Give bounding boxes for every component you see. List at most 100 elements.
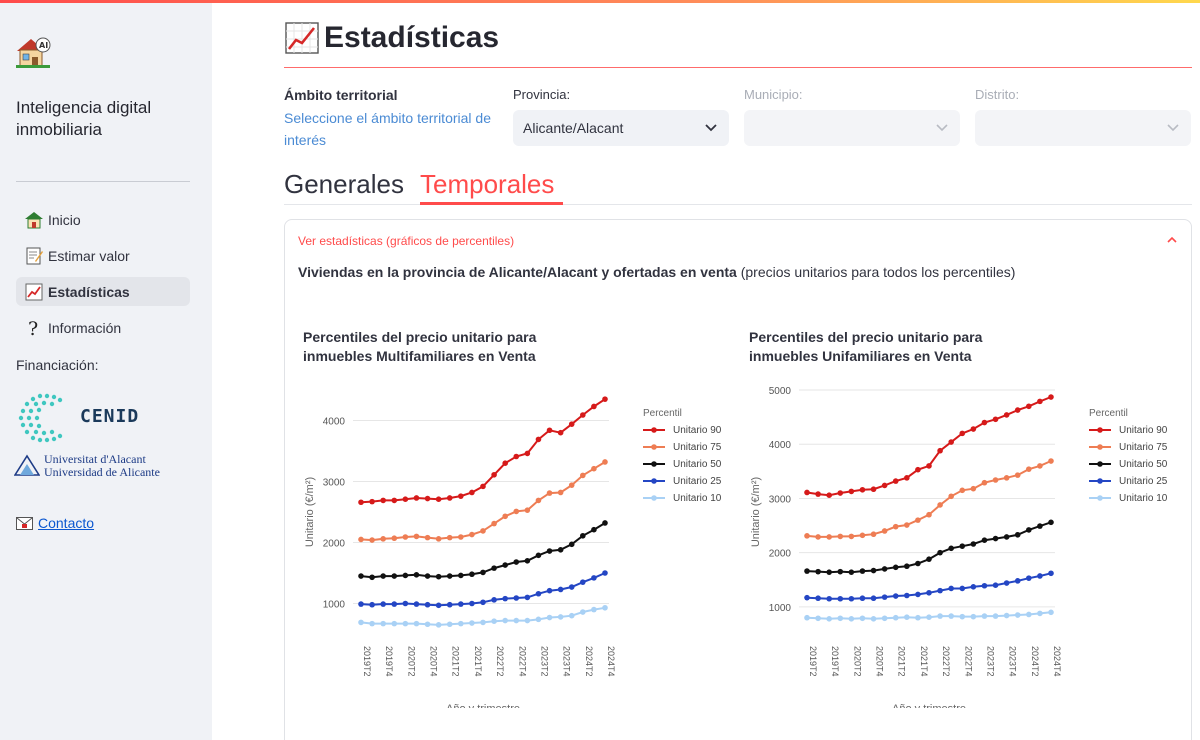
data-point	[458, 620, 464, 627]
chevron-down-icon	[936, 124, 948, 132]
memo-icon	[23, 245, 45, 267]
sidebar-item-informacion[interactable]: ? Información	[16, 313, 190, 342]
data-point	[904, 592, 910, 599]
data-point	[870, 531, 877, 538]
data-point	[981, 582, 988, 589]
data-point	[568, 584, 575, 590]
data-point	[815, 491, 821, 497]
data-point	[424, 573, 431, 579]
legend-label: Unitario 10	[1119, 493, 1168, 504]
data-point	[413, 601, 420, 607]
legend-marker	[651, 478, 657, 484]
legend-label: Unitario 90	[1119, 425, 1168, 436]
data-point	[837, 595, 844, 602]
data-point	[591, 575, 597, 581]
data-point	[369, 498, 375, 505]
data-point	[992, 613, 999, 619]
data-point	[1014, 578, 1021, 584]
data-point	[892, 478, 899, 484]
title-divider	[284, 67, 1192, 68]
app-title: Inteligencia digital inmobiliaria	[16, 98, 152, 139]
data-point	[1026, 466, 1032, 472]
data-point	[391, 573, 398, 579]
data-point	[959, 543, 966, 549]
data-point	[435, 536, 442, 542]
legend-marker	[1097, 495, 1103, 501]
contact-row: Contacto	[16, 515, 94, 531]
cenid-logo: CENID	[16, 392, 138, 444]
data-point	[402, 600, 409, 607]
x-tick-label: 2019T4	[384, 646, 394, 677]
data-point	[970, 541, 977, 547]
data-point	[435, 496, 442, 502]
tab-temporales[interactable]: Temporales	[420, 169, 555, 199]
data-point	[391, 601, 398, 607]
chevron-up-icon[interactable]	[1167, 236, 1177, 243]
x-tick-label: 2024T4	[1052, 646, 1062, 677]
data-point	[826, 616, 832, 622]
sidebar-item-estadisticas[interactable]: Estadísticas	[16, 277, 190, 306]
data-point	[469, 571, 475, 578]
data-point	[1003, 412, 1010, 418]
data-point	[904, 614, 910, 620]
data-point	[580, 609, 586, 615]
data-point	[1048, 609, 1054, 616]
distrito-select[interactable]	[975, 110, 1191, 146]
data-point	[1026, 527, 1032, 533]
data-point	[469, 489, 475, 496]
house-ai-logo-icon: AI	[16, 37, 51, 68]
data-point	[1037, 398, 1043, 405]
data-point	[435, 622, 442, 628]
data-point	[1014, 407, 1021, 413]
data-point	[915, 517, 921, 523]
data-point	[546, 490, 553, 496]
data-point	[446, 534, 453, 541]
expander-toggle-label[interactable]: Ver estadísticas (gráficos de percentile…	[298, 234, 515, 248]
data-point	[469, 620, 475, 626]
data-point	[369, 537, 375, 543]
data-point	[380, 536, 386, 542]
legend-label: Unitario 75	[673, 442, 722, 453]
envelope-icon	[16, 516, 33, 530]
data-point	[358, 499, 364, 506]
data-point	[892, 523, 899, 530]
data-point	[1003, 534, 1010, 540]
data-point	[546, 427, 553, 434]
legend-title: Percentil	[1089, 408, 1128, 419]
municipio-field: Municipio:	[744, 87, 960, 146]
data-point	[904, 522, 910, 528]
data-point	[948, 545, 954, 552]
data-point	[959, 585, 966, 592]
sidebar-item-estimar-valor[interactable]: Estimar valor	[16, 241, 190, 270]
data-point	[424, 601, 431, 608]
data-point	[926, 511, 932, 518]
data-point	[413, 533, 420, 540]
data-point	[826, 595, 832, 602]
tab-generales[interactable]: Generales	[284, 169, 404, 199]
x-tick-label: 2019T2	[362, 646, 372, 677]
data-point	[970, 485, 977, 492]
ua-line-1: Universitat d'Alacant	[44, 452, 146, 466]
sidebar-item-label: Estadísticas	[48, 283, 130, 300]
data-point	[491, 520, 497, 527]
data-point	[424, 621, 431, 628]
x-tick-label: 2021T2	[451, 646, 461, 677]
data-point	[480, 619, 486, 626]
data-point	[446, 573, 453, 579]
chart-svg: 1000 2000 3000 4000 5000 Unitario (€/m²) 2019T…	[750, 386, 1168, 708]
contact-link[interactable]: Contacto	[38, 515, 95, 531]
data-point	[480, 483, 486, 490]
data-point	[546, 587, 553, 594]
main-content: Estadísticas Ámbito territorial Seleccio…	[212, 3, 1200, 740]
data-point	[480, 528, 486, 534]
sidebar-item-inicio[interactable]: Inicio	[16, 205, 190, 234]
data-point	[926, 556, 932, 562]
y-tick-label: 4000	[323, 417, 346, 428]
x-tick-label: 2023T4	[562, 646, 572, 677]
municipio-select[interactable]	[744, 110, 960, 146]
provincia-select[interactable]: Alicante/Alacant	[513, 110, 729, 146]
data-point	[870, 616, 877, 622]
data-point	[937, 587, 943, 594]
svg-text:?: ?	[28, 318, 38, 338]
x-tick-label: 2023T2	[985, 646, 995, 677]
